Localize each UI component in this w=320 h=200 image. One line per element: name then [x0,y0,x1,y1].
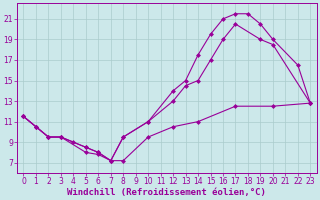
X-axis label: Windchill (Refroidissement éolien,°C): Windchill (Refroidissement éolien,°C) [68,188,266,197]
